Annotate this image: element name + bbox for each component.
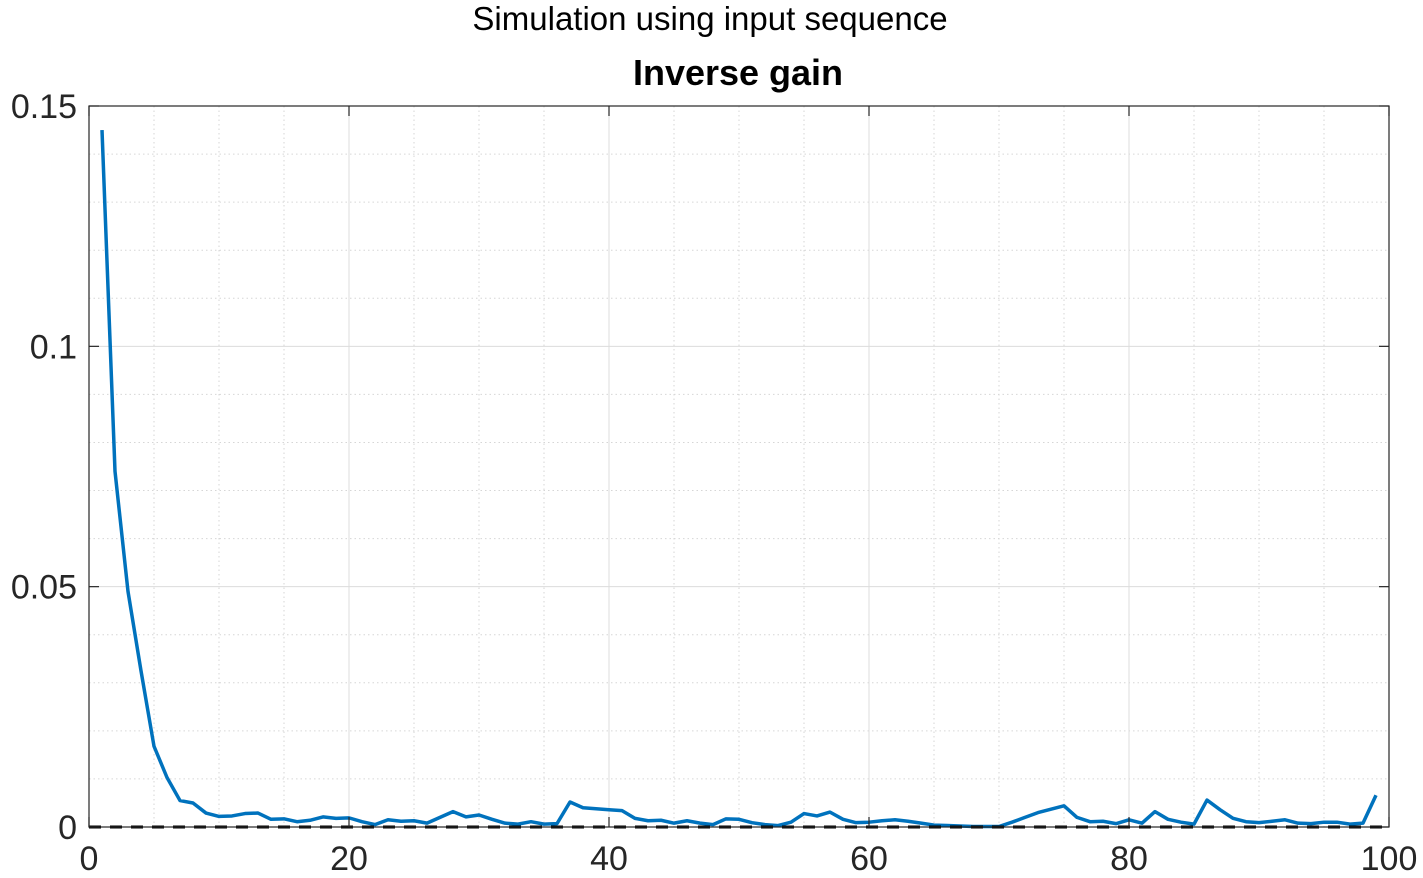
y-tick-label: 0.1 (30, 328, 77, 366)
axes-box (88, 105, 1390, 828)
x-tick-label: 100 (1361, 840, 1418, 878)
x-tick-label: 40 (590, 840, 628, 878)
y-tick-label: 0.05 (11, 569, 77, 607)
y-tick-label: 0.15 (11, 88, 77, 126)
chart-title: Inverse gain (633, 52, 843, 93)
x-tick-label: 0 (80, 840, 99, 878)
x-tick-label: 80 (1110, 840, 1148, 878)
y-tick-label: 0 (58, 809, 77, 847)
chart-subtitle: Simulation using input sequence (472, 0, 947, 37)
series-line (100, 129, 1378, 829)
plot-area: 0 20 40 60 80 100 0 0.05 0.1 0.15 (11, 88, 1418, 878)
x-tick-label: 20 (330, 840, 368, 878)
x-tick-label: 60 (850, 840, 888, 878)
